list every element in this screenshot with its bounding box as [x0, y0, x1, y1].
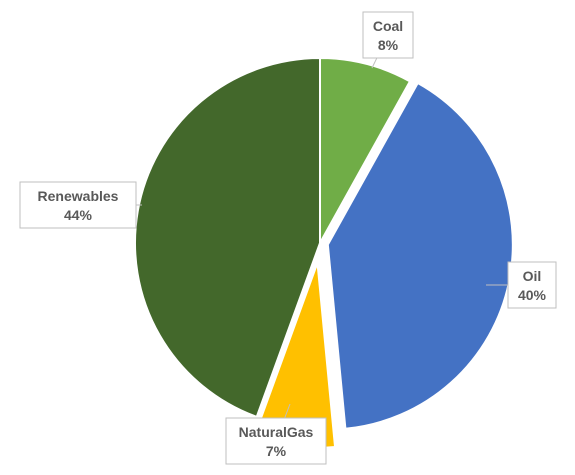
data-label-renewables: Renewables 44% — [19, 181, 137, 229]
label-category-coal: Coal — [373, 18, 403, 34]
label-category-oil: Oil — [523, 268, 542, 284]
pie-slice-coal — [319, 56, 412, 247]
data-label-naturalgas: NaturalGas 7% — [225, 417, 327, 465]
label-percent-renewables: 44% — [64, 207, 93, 223]
label-percent-naturalgas: 7% — [266, 443, 287, 459]
label-percent-coal: 8% — [378, 37, 399, 53]
label-category-naturalgas: NaturalGas — [239, 424, 314, 440]
pie-slice-renewables — [134, 56, 321, 419]
labels-layer: Coal 8% Oil 40% NaturalGas 7% Renewables 44% — [19, 11, 557, 465]
label-box-renewables — [19, 181, 137, 229]
label-box-oil — [507, 261, 557, 309]
data-label-coal: Coal 8% — [362, 11, 414, 59]
data-label-oil: Oil 40% — [507, 261, 557, 309]
label-category-renewables: Renewables — [38, 188, 119, 204]
label-percent-oil: 40% — [518, 287, 547, 303]
label-box-coal — [362, 11, 414, 59]
label-box-naturalgas — [225, 417, 327, 465]
slices-layer — [134, 56, 514, 449]
